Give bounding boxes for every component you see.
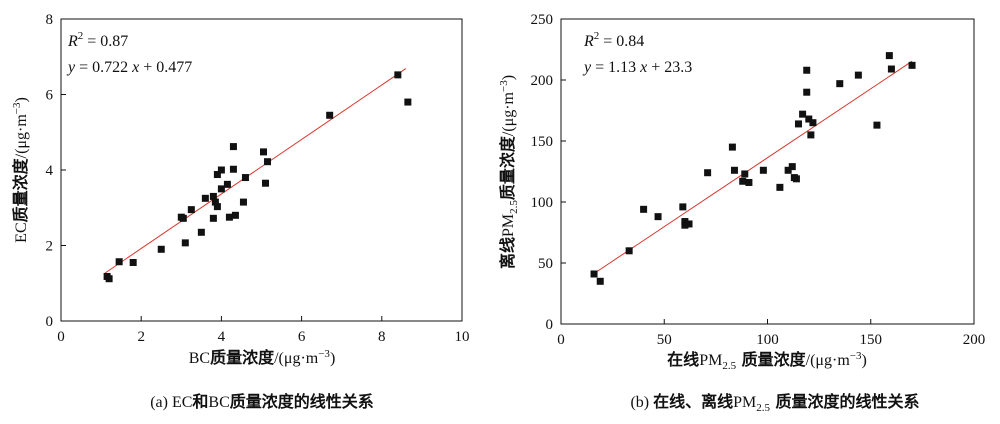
x-tick-label: 200	[963, 332, 986, 348]
data-point	[264, 158, 272, 166]
data-point	[404, 98, 412, 106]
data-point	[241, 174, 249, 182]
data-point	[223, 180, 231, 188]
data-point	[654, 213, 662, 221]
x-tick-label: 100	[756, 332, 779, 348]
y-tick-label: 100	[531, 195, 554, 211]
x-tick-label: 0	[57, 329, 65, 345]
y-tick-label: 0	[546, 317, 554, 333]
data-point	[625, 247, 633, 255]
data-point	[803, 66, 811, 74]
y-tick-label: 250	[531, 12, 554, 28]
y-tick-label: 8	[46, 12, 54, 28]
data-point	[181, 239, 189, 247]
data-point	[640, 205, 648, 213]
data-point	[685, 220, 693, 228]
caption-b: (b) 在线、离线PM2.5 质量浓度的线性关系	[630, 392, 919, 414]
data-point	[105, 275, 113, 283]
y-tick-label: 0	[46, 314, 54, 330]
data-point	[157, 245, 165, 253]
data-point	[179, 214, 187, 222]
data-point	[213, 171, 221, 179]
data-point	[739, 177, 747, 185]
data-point	[873, 121, 881, 129]
x-axis-label-b: 在线PM2.5 质量浓度/(μg·m−3)	[667, 350, 867, 372]
y-tick-label: 200	[531, 73, 554, 89]
equation-annotation-b: y = 1.13 x + 23.3	[582, 59, 692, 76]
panel-a: EC质量浓度/(μg·m−3) BC质量浓度/(μg·m−3) R2 = 0.8…	[11, 12, 470, 411]
equation-annotation-a: y = 0.722 x + 0.477	[66, 59, 192, 76]
data-point	[799, 110, 807, 118]
data-point	[187, 206, 195, 214]
data-point	[326, 111, 334, 119]
data-point	[262, 179, 270, 187]
x-tick-label: 4	[218, 329, 226, 345]
data-point	[759, 166, 767, 174]
data-point	[885, 52, 893, 60]
data-point	[201, 194, 209, 202]
data-point	[836, 80, 844, 88]
caption-a: (a) EC和BC质量浓度的线性关系	[150, 392, 374, 411]
x-tick-label: 8	[378, 329, 386, 345]
data-point	[129, 258, 137, 266]
data-point	[217, 185, 225, 193]
data-point	[908, 61, 916, 69]
data-point	[784, 166, 792, 174]
x-axis-label-a: BC质量浓度/(μg·m−3)	[189, 348, 336, 367]
data-point	[213, 203, 221, 211]
y-axis-label-a: EC质量浓度/(μg·m−3)	[11, 97, 30, 243]
y-axis-label-b: 离线PM2.5质量浓度/(μg·m−3)	[498, 75, 520, 269]
y-tick-label: 6	[46, 88, 54, 104]
x-tick-label: 10	[455, 329, 470, 345]
x-tick-label: 150	[860, 332, 883, 348]
y-tick-label: 2	[46, 239, 54, 255]
data-point	[805, 115, 813, 123]
data-point	[229, 165, 237, 173]
data-point	[788, 163, 796, 171]
data-point	[217, 166, 225, 174]
data-point	[231, 211, 239, 219]
data-point	[211, 198, 219, 206]
data-point	[590, 270, 598, 278]
data-point	[792, 175, 800, 183]
data-point	[681, 221, 689, 229]
x-tick-label: 6	[298, 329, 306, 345]
data-point	[745, 178, 753, 186]
data-point	[115, 258, 123, 266]
data-point	[229, 143, 237, 151]
data-point	[730, 166, 738, 174]
y-tick-label: 150	[531, 134, 554, 150]
data-point	[794, 120, 802, 128]
x-tick-label: 2	[137, 329, 145, 345]
data-point	[209, 192, 217, 200]
panel-b: 离线PM2.5质量浓度/(μg·m−3) 在线PM2.5 质量浓度/(μg·m−…	[498, 12, 985, 414]
data-point	[209, 214, 217, 222]
data-point	[704, 169, 712, 177]
data-point	[394, 71, 402, 79]
data-point	[596, 277, 604, 285]
data-point	[728, 143, 736, 151]
data-point	[809, 119, 817, 127]
data-point	[887, 65, 895, 73]
fit-line	[104, 68, 407, 274]
data-point	[225, 213, 233, 221]
data-point	[260, 148, 268, 156]
data-point	[741, 170, 749, 178]
fit-line	[591, 60, 913, 276]
x-tick-label: 50	[657, 332, 672, 348]
r2-annotation-b: R2 = 0.84	[583, 30, 644, 50]
data-point	[803, 88, 811, 96]
y-tick-label: 4	[46, 163, 54, 179]
r2-annotation-a: R2 = 0.87	[67, 30, 128, 50]
data-point	[197, 228, 205, 236]
data-point	[776, 183, 784, 191]
data-point	[681, 218, 689, 226]
data-point	[854, 71, 862, 79]
data-point	[239, 198, 247, 206]
y-tick-label: 50	[538, 256, 553, 272]
data-point	[807, 131, 815, 139]
data-point	[679, 203, 687, 211]
x-tick-label: 0	[557, 332, 565, 348]
